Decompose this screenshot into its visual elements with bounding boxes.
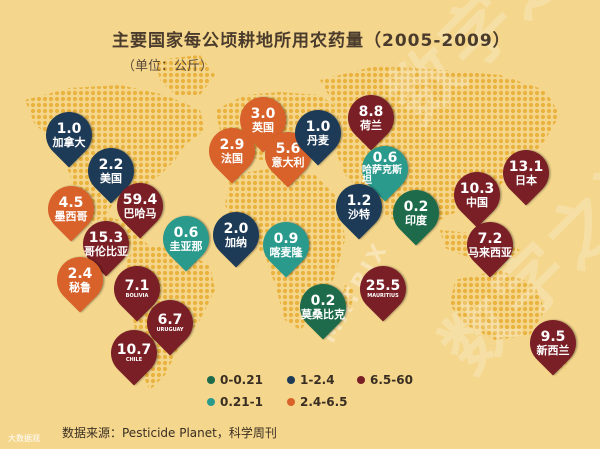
pin-chile: 10.7 CHILE <box>101 320 167 386</box>
pin-label: CHILE <box>125 356 143 363</box>
legend-dot <box>287 376 295 384</box>
pin-label: 圭亚那 <box>169 239 203 253</box>
pin-peru: 2.4 秘鲁 <box>47 247 113 313</box>
pin-value: 3.0 <box>250 105 276 122</box>
pin-label: 莫桑比克 <box>301 307 345 321</box>
map-legend: 0-0.21 1-2.4 6.5-60 0.21-1 2.4-6.5 <box>207 373 437 417</box>
pin-value: 0.9 <box>273 230 299 247</box>
pin-label: 喀麦隆 <box>269 245 303 259</box>
pin-value: 1.0 <box>56 120 82 137</box>
legend-item: 6.5-60 <box>357 373 413 387</box>
legend-label: 6.5-60 <box>370 373 413 387</box>
pin-label: 印度 <box>405 213 427 227</box>
pin-value: 2.0 <box>223 220 249 237</box>
pin-mozambique: 0.2 莫桑比克 <box>290 274 356 340</box>
pin-value: 2.4 <box>67 265 93 282</box>
map-subtitle: （单位：公斤） <box>122 59 214 74</box>
legend-item: 1-2.4 <box>287 373 335 387</box>
legend-label: 0.21-1 <box>220 395 263 409</box>
pin-label: 马来西亚 <box>468 245 512 259</box>
pin-label: 丹麦 <box>307 133 329 147</box>
legend-item: 0-0.21 <box>207 373 263 387</box>
pin-value: 0.2 <box>310 292 336 309</box>
pin-label: 巴哈马 <box>123 206 157 220</box>
pin-saudi: 1.2 沙特 <box>326 174 392 240</box>
pin-value: 6.7 <box>157 312 183 329</box>
pin-value: 7.1 <box>124 278 150 295</box>
legend-label: 1-2.4 <box>300 373 335 387</box>
legend-item: 0.21-1 <box>207 395 263 409</box>
pin-label: BOLIVIA <box>125 292 149 299</box>
pin-value: 15.3 <box>88 229 124 246</box>
legend-dot <box>357 376 365 384</box>
pin-label: 新西兰 <box>536 343 570 357</box>
pin-value: 0.6 <box>372 150 398 167</box>
pin-label: 秘鲁 <box>69 280 91 294</box>
legend-label: 2.4-6.5 <box>300 395 348 409</box>
pin-netherlands: 8.8 荷兰 <box>338 85 404 151</box>
pin-value: 2.2 <box>98 156 124 173</box>
pin-ghana: 2.0 加纳 <box>203 202 269 268</box>
pin-label: 加拿大 <box>52 135 86 149</box>
pin-label: 加纳 <box>225 235 247 249</box>
pin-value: 1.2 <box>346 192 372 209</box>
pin-value: 13.1 <box>508 158 544 175</box>
legend-dot <box>207 376 215 384</box>
pin-value: 10.3 <box>459 180 495 197</box>
pin-value: 0.2 <box>403 198 429 215</box>
pin-value: 9.5 <box>540 328 566 345</box>
pin-value: 8.8 <box>358 103 384 120</box>
australia-land <box>450 270 545 340</box>
pin-india: 0.2 印度 <box>383 180 449 246</box>
pin-value: 0.6 <box>173 224 199 241</box>
pin-value: 4.5 <box>58 194 84 211</box>
pin-label: URUGUAY <box>156 326 184 333</box>
pin-mauritius: 25.5 MAURITIUS <box>350 256 416 322</box>
pin-new-zealand: 9.5 新西兰 <box>520 310 586 376</box>
map-title: 主要国家每公顷耕地所用农药量（2005-2009） <box>112 31 511 51</box>
pin-value: 25.5 <box>365 278 401 295</box>
greenland-land <box>155 55 215 95</box>
pin-japan: 13.1 日本 <box>493 140 559 206</box>
logo: 大数据观 <box>8 434 40 443</box>
pin-value: 7.2 <box>477 230 503 247</box>
pin-label: 哥伦比亚 <box>84 244 128 258</box>
pin-value: 1.0 <box>305 118 331 135</box>
pin-denmark: 1.0 丹麦 <box>285 100 351 166</box>
pin-label: 荷兰 <box>360 118 382 132</box>
legend-dot <box>287 398 295 406</box>
pin-label: 中国 <box>466 195 488 209</box>
legend-dot <box>207 398 215 406</box>
pin-china: 10.3 中国 <box>444 162 510 228</box>
pin-value: 59.4 <box>122 191 158 208</box>
pin-label: 日本 <box>515 173 537 187</box>
pin-label: 沙特 <box>348 207 370 221</box>
pin-label: MAURITIUS <box>367 292 399 299</box>
pin-label: 意大利 <box>271 155 305 169</box>
pin-guyana: 0.6 圭亚那 <box>153 206 219 272</box>
source-note: 数据来源：Pesticide Planet，科学周刊 <box>62 426 277 440</box>
pin-malaysia: 7.2 马来西亚 <box>457 212 523 278</box>
pin-cameroon: 0.9 喀麦隆 <box>253 212 319 278</box>
pin-label: 法国 <box>221 151 243 165</box>
legend-item: 2.4-6.5 <box>287 395 348 409</box>
pin-value: 10.7 <box>116 342 152 359</box>
legend-label: 0-0.21 <box>220 373 263 387</box>
